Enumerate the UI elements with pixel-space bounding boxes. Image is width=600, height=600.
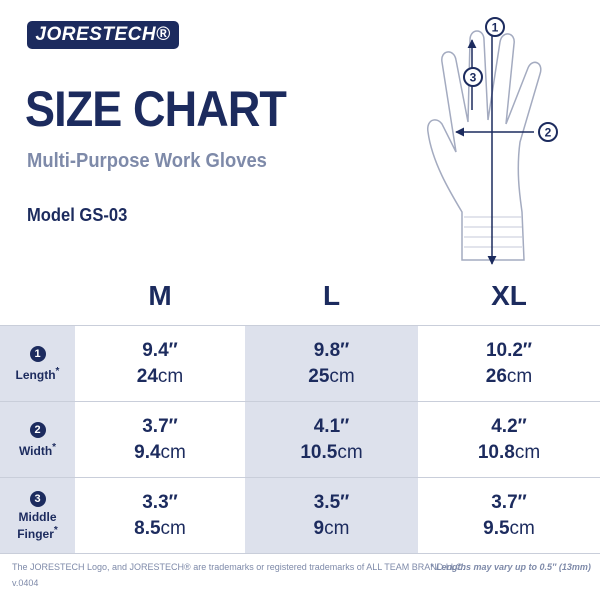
size-cell: 10.2″ 26cm <box>418 326 600 402</box>
inches: 4.1″ <box>313 416 350 437</box>
logo: JORESTECH® <box>27 21 179 49</box>
metric-value: 9.4 <box>134 442 161 463</box>
metric-value: 26 <box>485 366 507 387</box>
label: Width <box>18 444 53 458</box>
metric: 8.5cm <box>134 516 186 542</box>
inches: 9.8″ <box>313 340 350 361</box>
metric: 24cm <box>137 364 183 390</box>
column-header: L <box>322 280 341 311</box>
cuff-lines <box>464 216 522 248</box>
metric-unit: cm <box>160 518 186 539</box>
row-number: 3 <box>29 491 46 507</box>
glove-diagram: 1 2 3 <box>427 17 558 265</box>
label-text: Middle Finger* <box>8 510 68 541</box>
note-mark: * <box>55 366 60 377</box>
table-bottom <box>0 553 600 554</box>
title: SIZE CHART <box>25 81 287 137</box>
inches: 4.2″ <box>491 416 527 437</box>
marker-circle <box>485 17 505 37</box>
metric: 10.8cm <box>478 440 540 466</box>
size-cell: 9.4″ 24cm <box>75 326 245 402</box>
size-cell: 3.7″ 9.4cm <box>75 402 245 478</box>
metric-unit: cm <box>337 442 363 463</box>
row-label: 2 Width* <box>0 402 75 478</box>
metric-unit: cm <box>514 442 541 463</box>
size-cell: 9.8″ 25cm <box>245 326 418 402</box>
size-cell: 4.2″ 10.8cm <box>418 402 600 478</box>
metric-value: 25 <box>308 366 330 387</box>
metric: 10.5cm <box>300 440 362 466</box>
size-cell: 4.1″ 10.5cm <box>245 402 418 478</box>
glove-outline <box>427 30 542 261</box>
note-mark: * <box>53 525 58 536</box>
metric-value: 10.8 <box>477 442 515 463</box>
row-number: 1 <box>29 346 46 362</box>
metric-unit: cm <box>509 518 535 539</box>
size-cell: 3.3″ 8.5cm <box>75 478 245 554</box>
marker: 1 <box>492 21 499 35</box>
metric-unit: cm <box>506 366 533 387</box>
table-row: 1 Length* 9.4″ 24cm 9.8″ 25cm 10.2″ 26cm <box>0 325 600 402</box>
marker-circle <box>463 67 483 87</box>
label-text: Length* <box>16 365 60 382</box>
metric: 9.5cm <box>483 516 535 542</box>
metric-unit: cm <box>329 366 355 387</box>
metric-value: 24 <box>136 366 158 387</box>
model: Model GS-03 <box>27 205 128 225</box>
note-mark: * <box>52 442 57 453</box>
metric: 25cm <box>308 364 354 390</box>
trademark: The JORESTECH Logo, and JORESTECH® are t… <box>12 562 465 572</box>
marker: 3 <box>470 71 477 85</box>
metric: 9.4cm <box>134 440 186 466</box>
metric: 26cm <box>486 364 532 390</box>
inches: 9.4″ <box>142 340 178 361</box>
row-label: 3 Middle Finger* <box>0 478 75 554</box>
metric-value: 8.5 <box>134 518 161 539</box>
metric-unit: cm <box>324 518 350 539</box>
label: Middle Finger <box>17 510 57 541</box>
disclaimer: * Lengths may vary up to 0.5″ (13mm) <box>430 562 591 572</box>
metric-value: 10.5 <box>300 442 338 463</box>
inches: 3.3″ <box>142 492 178 513</box>
inches: 3.7″ <box>491 492 527 513</box>
metric-value: 9 <box>313 518 325 539</box>
version: v.0404 <box>12 578 39 588</box>
metric-unit: cm <box>160 442 186 463</box>
label: Length <box>15 368 56 382</box>
size-cell: 3.5″ 9cm <box>245 478 418 554</box>
metric-unit: cm <box>157 366 184 387</box>
inches: 3.7″ <box>142 416 178 437</box>
size-cell: 3.7″ 9.5cm <box>418 478 600 554</box>
inches: 10.2″ <box>485 340 533 361</box>
table-row: 2 Width* 3.7″ 9.4cm 4.1″ 10.5cm 4.2″ 10.8cm <box>0 401 600 478</box>
marker: 2 <box>545 126 552 140</box>
row-label: 1 Length* <box>0 326 75 402</box>
subtitle: Multi-Purpose Work Gloves <box>27 150 267 172</box>
table-row: 3 Middle Finger* 3.3″ 8.5cm 3.5″ 9cm 3.7″ 9.5cm <box>0 477 600 554</box>
inches: 3.5″ <box>313 492 350 513</box>
column-header: M <box>148 280 172 311</box>
column-header: XL <box>491 280 527 311</box>
marker-circle <box>538 122 558 142</box>
row-number: 2 <box>29 422 46 438</box>
metric: 9cm <box>314 516 350 542</box>
label-text: Width* <box>19 441 56 458</box>
metric-value: 9.5 <box>483 518 510 539</box>
